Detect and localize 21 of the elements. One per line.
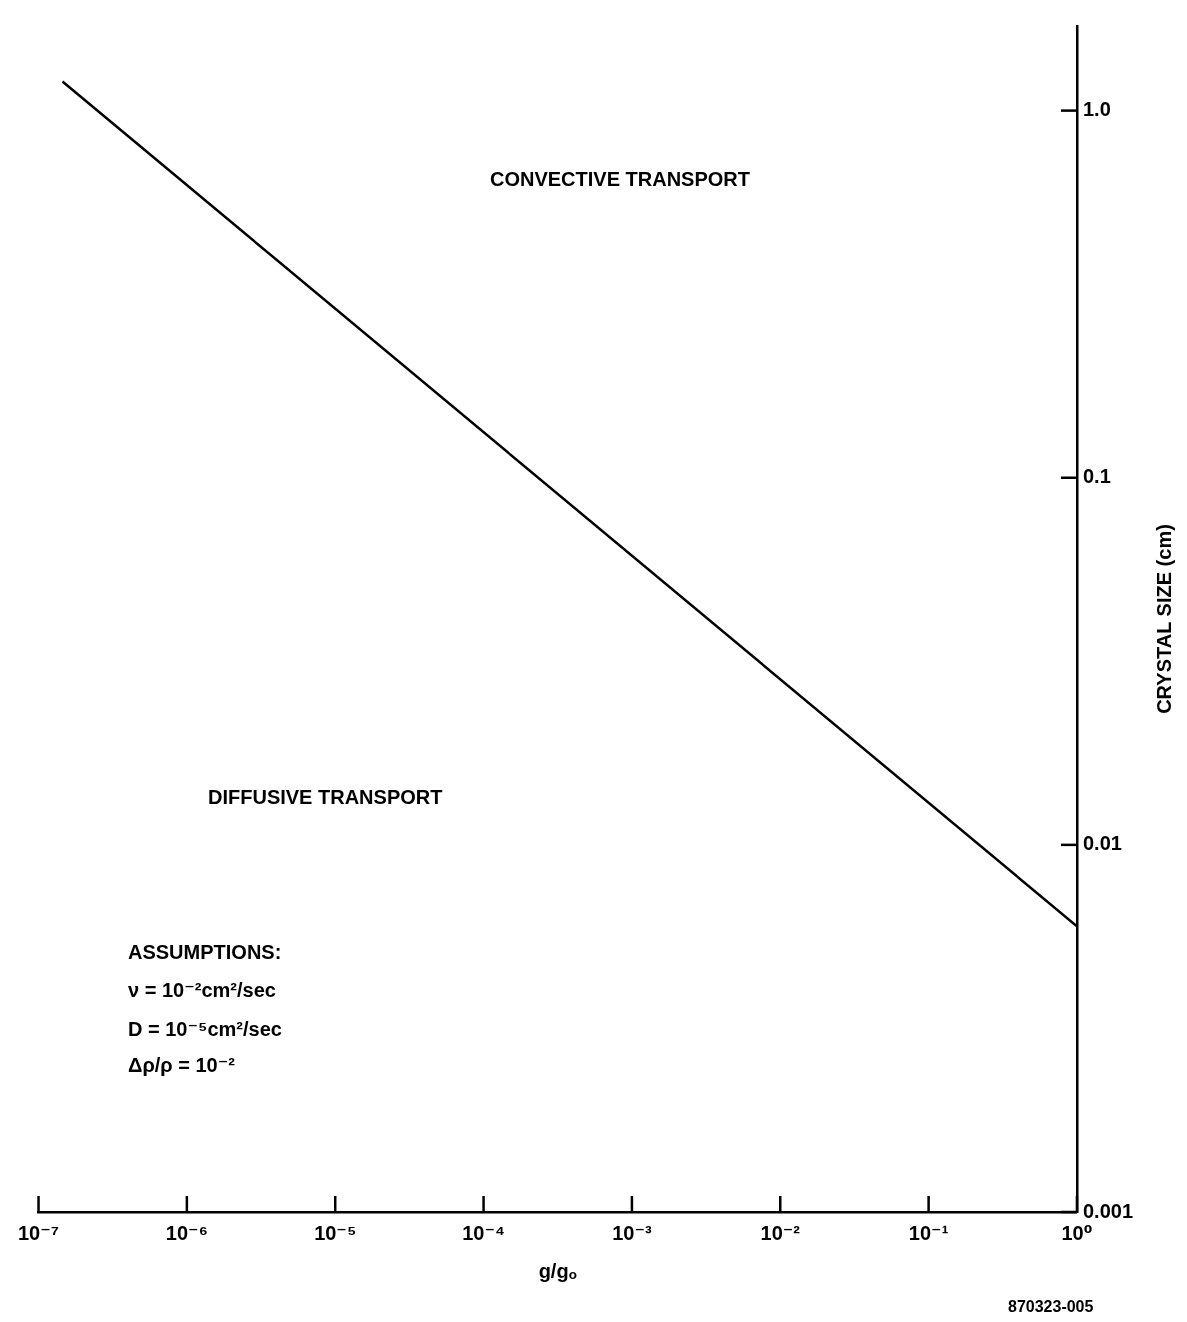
- x-tick-label: 10⁻⁷: [18, 1221, 60, 1244]
- annotation: Δρ/ρ = 10⁻²: [128, 1053, 236, 1076]
- y-axis-title: CRYSTAL SIZE (cm): [1152, 524, 1175, 714]
- x-axis-title: g/gₒ: [538, 1259, 577, 1282]
- annotation: CONVECTIVE TRANSPORT: [490, 167, 751, 190]
- y-tick-label: 0.001: [1082, 1199, 1134, 1222]
- x-tick-label: 10⁻⁵: [314, 1221, 357, 1244]
- annotation: DIFFUSIVE TRANSPORT: [208, 785, 443, 808]
- y-tick-label: 0.1: [1082, 465, 1111, 488]
- x-tick-label: 10⁰: [1061, 1221, 1093, 1244]
- text: 870323-005: [1008, 1298, 1094, 1316]
- y-tick-label: 0.01: [1082, 832, 1122, 855]
- x-tick-label: 10⁻⁴: [462, 1221, 505, 1244]
- x-tick-label: 10⁻¹: [908, 1221, 949, 1244]
- x-tick-label: 10⁻²: [760, 1221, 801, 1244]
- y-tick-label: 1.0: [1082, 98, 1111, 121]
- annotation: D = 10⁻⁵cm²/sec: [128, 1017, 282, 1040]
- x-tick-label: 10⁻⁶: [165, 1221, 208, 1244]
- annotation: ν = 10⁻²cm²/sec: [128, 978, 276, 1001]
- annotation: ASSUMPTIONS:: [128, 940, 282, 963]
- x-tick-label: 10⁻³: [612, 1221, 652, 1244]
